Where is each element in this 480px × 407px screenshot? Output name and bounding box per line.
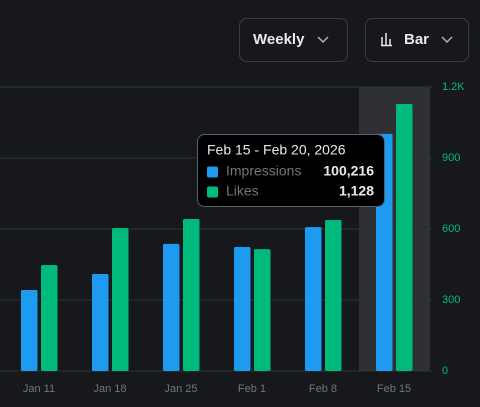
tooltip-box	[197, 134, 385, 207]
x-tick-label: Jan 11	[23, 383, 55, 395]
value-label: 1,128	[339, 183, 374, 199]
bar	[305, 227, 322, 371]
legend-label: Likes	[226, 183, 259, 199]
bar	[325, 220, 342, 371]
chevron	[317, 36, 329, 44]
legend-swatch	[207, 166, 218, 178]
legend-swatch	[207, 186, 218, 198]
x-tick-label: Feb 8	[309, 383, 337, 395]
bar	[254, 249, 271, 371]
x-tick-label: Jan 25	[164, 383, 197, 395]
button-label: Weekly	[253, 31, 305, 48]
view-button[interactable]: Bar	[365, 18, 469, 62]
button-label: Bar	[404, 31, 429, 48]
plot: 0 300 600 900 1.2K Jan 11 Jan 18 Jan 25 Feb 1 Feb…	[0, 81, 465, 395]
bar	[183, 219, 200, 371]
bar	[41, 264, 58, 371]
legend-label: Impressions	[226, 163, 301, 179]
tooltip-title: Feb 15 - Feb 20, 2026	[207, 142, 346, 158]
y-tick-label: 1.2K	[442, 81, 465, 93]
value-label: 100,216	[323, 163, 374, 179]
bar-icon	[381, 33, 392, 47]
period-button[interactable]: Weekly	[239, 18, 348, 62]
x-tick-label: Jan 18	[93, 383, 126, 395]
bar	[163, 243, 180, 371]
button-box	[365, 18, 469, 62]
bar	[112, 228, 129, 371]
bar	[234, 246, 251, 371]
x-tick-label: Feb 15	[377, 383, 411, 395]
bar	[21, 290, 38, 371]
y-tick-label: 0	[442, 365, 448, 377]
button-box	[239, 18, 348, 62]
bar	[92, 273, 109, 371]
y-tick-label: 600	[442, 223, 460, 235]
y-tick-label: 300	[442, 294, 460, 306]
chevron	[441, 36, 453, 44]
tooltip: Feb 15 - Feb 20, 2026 Impressions 100,216 L…	[197, 134, 385, 207]
y-tick-label: 900	[442, 152, 460, 164]
bar	[396, 104, 413, 371]
x-tick-label: Feb 1	[238, 383, 266, 395]
